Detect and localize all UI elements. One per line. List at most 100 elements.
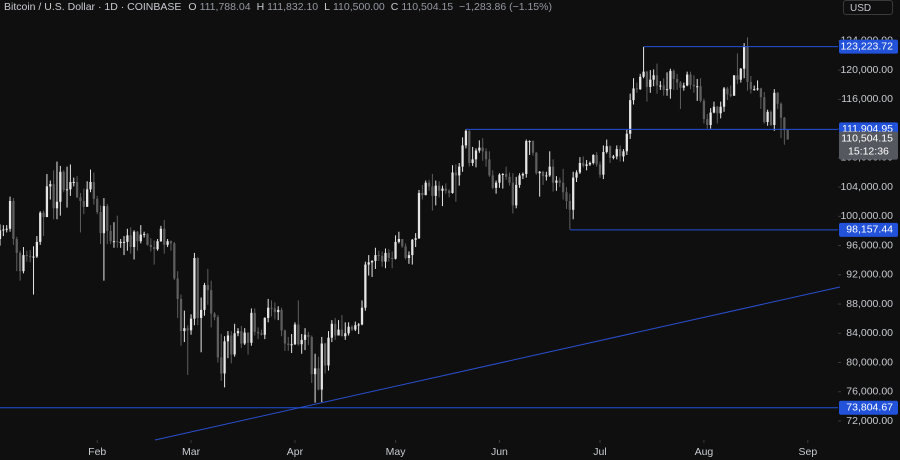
candle-body bbox=[766, 111, 769, 123]
candle-body bbox=[374, 255, 377, 261]
ohlc-name: H bbox=[256, 1, 265, 13]
candle-body bbox=[102, 206, 106, 234]
x-tick-label: Jun bbox=[491, 446, 508, 458]
candle-body bbox=[454, 172, 458, 176]
candle-body bbox=[732, 75, 736, 96]
candle-body bbox=[779, 103, 783, 118]
candle-body bbox=[478, 147, 481, 151]
candle-body bbox=[22, 255, 25, 272]
candle-body bbox=[468, 130, 471, 163]
candle-body bbox=[528, 141, 531, 143]
candle-body bbox=[488, 159, 491, 176]
candle-body bbox=[119, 241, 122, 243]
candle-body bbox=[354, 325, 357, 330]
candle-body bbox=[313, 368, 317, 375]
candle-body bbox=[8, 200, 12, 229]
candle-body bbox=[407, 255, 411, 259]
plot-area bbox=[0, 37, 838, 409]
x-tick-label: Sep bbox=[798, 446, 817, 458]
change: −1,283.86 (−1.15%) bbox=[459, 1, 552, 13]
candle-body bbox=[421, 192, 424, 196]
candle-body bbox=[324, 343, 327, 366]
candle-body bbox=[786, 130, 789, 140]
candle-body bbox=[729, 94, 732, 96]
candle-body bbox=[243, 332, 246, 344]
candle-body bbox=[669, 70, 672, 90]
candle-body bbox=[75, 181, 79, 198]
candle-body bbox=[629, 100, 632, 134]
candle-body bbox=[538, 171, 541, 174]
candle-body bbox=[2, 229, 5, 231]
ohlc-value: 110,500.00 bbox=[333, 1, 385, 13]
level-label: 123,223.72 bbox=[840, 40, 893, 52]
candle-body bbox=[632, 88, 635, 101]
y-tick-label: 120,000.00 bbox=[840, 64, 893, 76]
level-label-box bbox=[839, 222, 898, 237]
y-tick-label: 72,000.00 bbox=[846, 415, 893, 427]
candle-body bbox=[380, 255, 384, 262]
candle-body bbox=[508, 176, 511, 183]
candle-body bbox=[15, 239, 18, 253]
candle-body bbox=[112, 241, 116, 243]
candle-body bbox=[494, 182, 498, 188]
candle-body bbox=[461, 145, 464, 167]
candle-body bbox=[401, 239, 404, 247]
candle-body bbox=[240, 331, 243, 344]
candle-body bbox=[582, 162, 585, 166]
candle-body bbox=[535, 152, 538, 174]
candle-body bbox=[347, 326, 350, 334]
candle-body bbox=[189, 318, 193, 331]
currency-button[interactable]: USD bbox=[843, 0, 893, 15]
candle-body bbox=[441, 188, 444, 191]
y-tick-label: 84,000.00 bbox=[846, 327, 893, 339]
candle-body bbox=[575, 172, 578, 178]
candle-body bbox=[481, 147, 484, 152]
candle-body bbox=[350, 326, 354, 330]
candle-body bbox=[32, 256, 35, 258]
candle-body bbox=[397, 239, 401, 242]
ohlc-value: 111,788.04 bbox=[199, 1, 251, 13]
candle-body bbox=[35, 241, 39, 257]
candle-body bbox=[749, 81, 752, 90]
candle-body bbox=[49, 184, 52, 187]
candle-body bbox=[391, 258, 394, 260]
candle-body bbox=[411, 239, 414, 256]
candle-body bbox=[203, 285, 206, 310]
candle-body bbox=[592, 154, 595, 163]
candle-body bbox=[273, 308, 277, 313]
candle-body bbox=[471, 159, 474, 163]
x-tick-label: May bbox=[386, 446, 407, 458]
candle-body bbox=[62, 171, 65, 191]
candle-body bbox=[434, 185, 437, 196]
candle-body bbox=[52, 184, 55, 209]
candle-body bbox=[317, 368, 320, 390]
candle-body bbox=[18, 252, 22, 272]
candle-body bbox=[287, 343, 290, 345]
candle-body bbox=[122, 241, 126, 243]
candle-body bbox=[525, 141, 528, 174]
candle-body bbox=[230, 335, 233, 355]
candle-body bbox=[45, 186, 49, 218]
candle-body bbox=[223, 341, 226, 374]
candle-body bbox=[136, 231, 139, 242]
candle-body bbox=[246, 332, 250, 343]
candle-body bbox=[578, 162, 582, 173]
candle-body bbox=[719, 106, 722, 114]
candle-body bbox=[82, 200, 85, 207]
candle-body bbox=[675, 78, 679, 83]
candle-body bbox=[639, 76, 642, 90]
candle-body bbox=[334, 323, 337, 336]
candle-body bbox=[176, 278, 179, 299]
candle-body bbox=[163, 228, 166, 245]
candle-body bbox=[367, 262, 370, 265]
candle-body bbox=[598, 164, 602, 175]
candle-body bbox=[196, 258, 199, 318]
y-tick-label: 92,000.00 bbox=[846, 269, 893, 281]
candle-body bbox=[588, 162, 592, 165]
candle-body bbox=[464, 130, 468, 146]
candle-body bbox=[206, 285, 209, 291]
candle-body bbox=[484, 151, 488, 160]
candle-body bbox=[99, 211, 102, 234]
candle-body bbox=[655, 75, 659, 86]
